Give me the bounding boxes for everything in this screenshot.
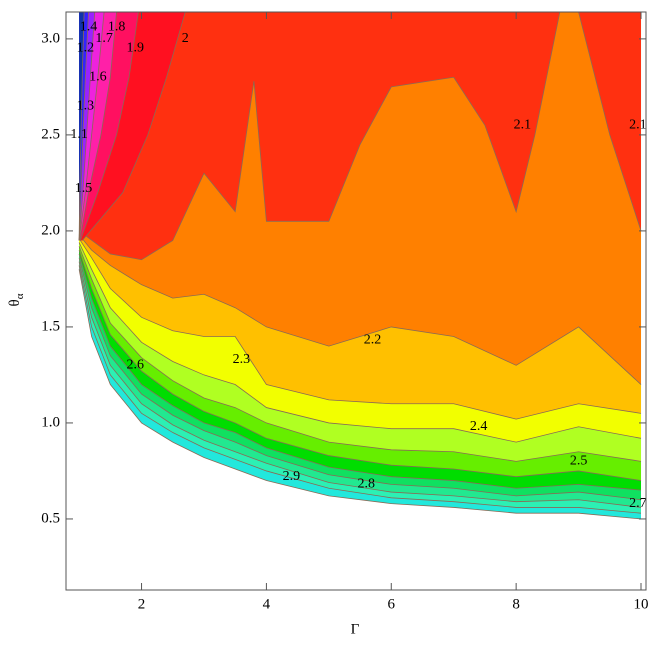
contour-line (78, 269, 642, 520)
x-axis-label: Γ (351, 621, 360, 637)
contour-label: 2.8 (358, 477, 376, 492)
contour-label: 1.1 (70, 127, 88, 142)
contour-line (78, 12, 89, 241)
contour-label: 1.2 (77, 41, 95, 56)
contour-line (78, 261, 642, 508)
y-tick-label: 1.5 (41, 318, 60, 334)
contour-line (78, 249, 642, 481)
contour-label: 1.7 (95, 31, 113, 46)
contour-line (78, 12, 85, 241)
contour-label: 2.5 (570, 454, 588, 469)
contour-line (78, 12, 642, 261)
x-tick-label: 10 (634, 596, 649, 612)
y-axis-label-base: θ (7, 299, 23, 306)
y-tick-label: 2.5 (41, 126, 60, 142)
contour-line (78, 265, 642, 514)
x-tick-label: 2 (138, 596, 146, 612)
contour-band (79, 12, 85, 241)
y-tick-label: 1.0 (41, 414, 60, 430)
contour-label: 2.1 (629, 118, 647, 133)
contour-line (78, 242, 642, 443)
contour-label: 1.8 (108, 20, 126, 35)
contour-line (78, 12, 105, 241)
contour-line (78, 234, 642, 385)
contour-label: 1.3 (77, 98, 95, 113)
contour-label: 2.2 (364, 333, 382, 348)
contour-line (79, 12, 139, 241)
y-axis-label-subscript: α (14, 293, 26, 299)
contour-line (78, 246, 642, 462)
x-tick-label: 4 (263, 596, 271, 612)
plot-area (78, 12, 642, 520)
contour-line (79, 12, 117, 241)
y-tick-label: 0.5 (41, 510, 60, 526)
contour-line (78, 12, 96, 241)
y-tick-label: 2.0 (41, 222, 60, 238)
contour-line (81, 12, 186, 241)
contour-line (78, 238, 642, 420)
contour-line (78, 257, 642, 501)
contour-label: 2.9 (283, 469, 301, 484)
contour-line (78, 253, 642, 491)
contour-label: 1.5 (75, 181, 93, 196)
plot-frame (65, 11, 647, 591)
contour-label: 2.3 (233, 352, 251, 367)
contour-label: 2.6 (127, 358, 145, 373)
y-tick-label: 3.0 (41, 30, 60, 46)
x-tick-label: 6 (388, 596, 396, 612)
y-axis-label: θα (7, 293, 25, 306)
contour-label: 2 (182, 31, 189, 46)
x-tick-label: 8 (512, 596, 520, 612)
contour-label: 1.9 (127, 41, 145, 56)
contour-band (79, 12, 642, 260)
contour-label: 2.7 (629, 496, 647, 511)
contour-label: 1.4 (80, 20, 98, 35)
contour-label: 2.4 (470, 419, 488, 434)
contour-label: 2.1 (514, 118, 532, 133)
contour-label: 1.6 (89, 70, 107, 85)
